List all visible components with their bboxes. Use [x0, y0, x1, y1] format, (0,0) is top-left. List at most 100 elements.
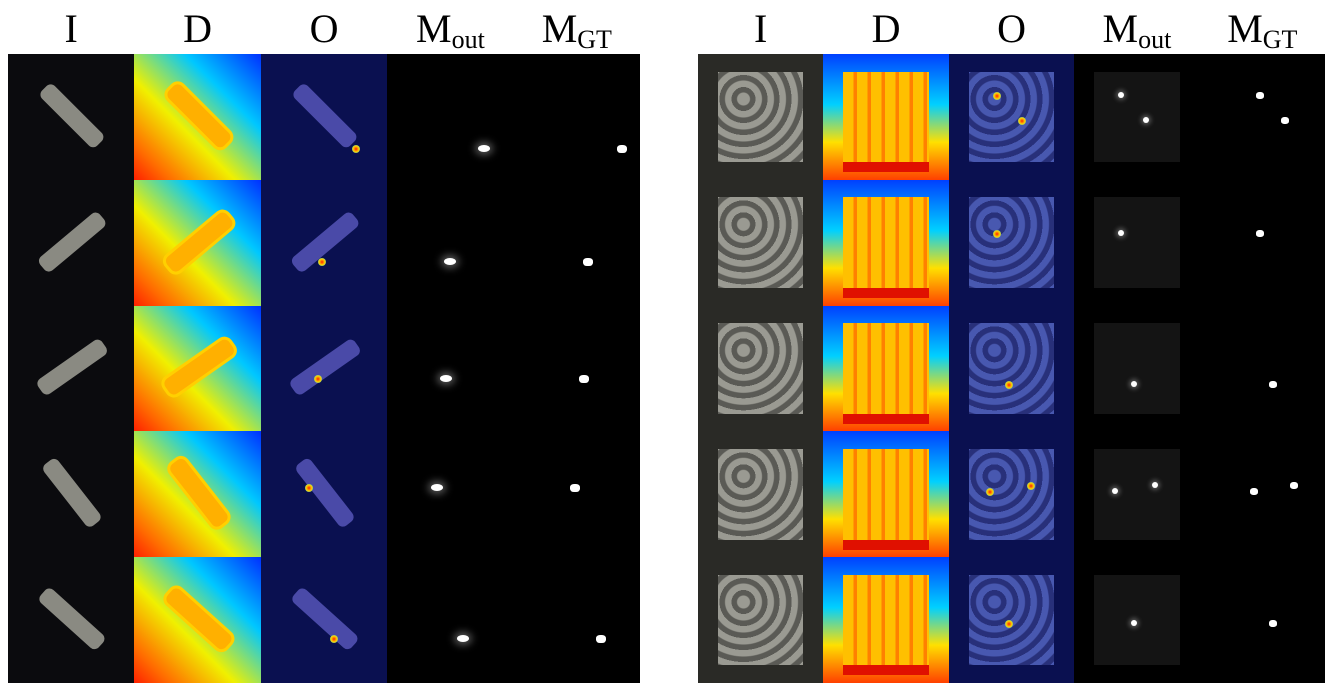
header-label: M [542, 6, 578, 51]
foam-sample [843, 72, 928, 173]
object [168, 457, 230, 530]
image-cell [1074, 557, 1199, 683]
image-cell [949, 431, 1074, 557]
image-cell [134, 306, 260, 432]
object [165, 82, 233, 150]
foam-sample [718, 449, 803, 540]
object [290, 586, 360, 652]
image-cell [387, 180, 513, 306]
image-cell [387, 431, 513, 557]
header-label: M [1103, 6, 1139, 51]
image-cell [1074, 180, 1199, 306]
foam-sample [718, 72, 803, 163]
header-label: O [310, 6, 339, 51]
foam-sample [969, 449, 1054, 540]
column-header: I [8, 0, 134, 54]
header-label: I [754, 6, 767, 51]
image-cell [8, 54, 134, 180]
heat-spot [314, 375, 322, 383]
panel: IDOMoutMGT [698, 0, 1325, 683]
image-cell [514, 180, 640, 306]
foam-sample [718, 323, 803, 414]
header-subscript: GT [1263, 25, 1298, 54]
column-header: Mout [387, 0, 513, 54]
object [288, 338, 362, 397]
image-cell [514, 557, 640, 683]
prediction-blob [431, 484, 443, 491]
image-cell [1200, 180, 1325, 306]
image-cell [1074, 306, 1199, 432]
ground-truth-blob [1256, 92, 1264, 99]
image-cell [134, 180, 260, 306]
object [37, 586, 107, 652]
object [163, 210, 234, 274]
foam-sample [969, 323, 1054, 414]
image-cell [698, 180, 823, 306]
header-label: I [65, 6, 78, 51]
heat-spot [993, 92, 1001, 100]
header-label: D [183, 6, 212, 51]
image-cell [514, 306, 640, 432]
ground-truth-blob [583, 258, 593, 266]
prediction-blob [1131, 620, 1137, 626]
foam-sample [843, 323, 928, 424]
ground-truth-blob [1281, 117, 1289, 124]
header-subscript: out [452, 25, 485, 54]
image-cell [261, 54, 387, 180]
image-cell [823, 180, 948, 306]
image-cell [698, 431, 823, 557]
ground-truth-blob [1290, 482, 1298, 489]
prediction-blob [1118, 92, 1124, 98]
prediction-blob [1112, 488, 1118, 494]
image-cell [1200, 306, 1325, 432]
foam-sample [969, 197, 1054, 288]
foam-sample [1094, 323, 1179, 414]
image-cell [698, 306, 823, 432]
header-subscript: GT [577, 25, 612, 54]
image-cell [823, 54, 948, 180]
foam-sample [1094, 449, 1179, 540]
column-header: MGT [514, 0, 640, 54]
image-cell [261, 557, 387, 683]
object [41, 457, 103, 530]
column-header: Mout [1074, 0, 1199, 54]
header-label: M [1227, 6, 1263, 51]
image-cell [134, 431, 260, 557]
image-cell [949, 54, 1074, 180]
image-cell [698, 557, 823, 683]
prediction-blob [1152, 482, 1158, 488]
image-cell [261, 431, 387, 557]
foam-sample [1220, 72, 1305, 163]
foam-sample [718, 197, 803, 288]
object [294, 457, 356, 530]
object [164, 586, 234, 652]
object [37, 210, 108, 274]
image-cell [8, 306, 134, 432]
heat-spot [1027, 482, 1035, 490]
heat-spot [352, 145, 360, 153]
prediction-blob [478, 145, 490, 152]
image-cell [698, 54, 823, 180]
image-cell [261, 306, 387, 432]
object [35, 338, 109, 397]
object [39, 82, 107, 150]
foam-sample [1094, 72, 1179, 163]
ground-truth-blob [596, 635, 606, 643]
ground-truth-blob [1256, 230, 1264, 237]
image-cell [261, 180, 387, 306]
foam-sample [1220, 449, 1305, 540]
image-cell [8, 431, 134, 557]
column-header: O [261, 0, 387, 54]
image-cell [514, 431, 640, 557]
image-cell [823, 431, 948, 557]
ground-truth-blob [1269, 620, 1277, 627]
foam-sample [1220, 323, 1305, 414]
foam-sample [843, 449, 928, 550]
image-cell [1200, 557, 1325, 683]
foam-sample [1094, 197, 1179, 288]
foam-sample [718, 575, 803, 666]
image-grid [698, 54, 1325, 683]
image-cell [1200, 54, 1325, 180]
foam-sample [843, 575, 928, 676]
